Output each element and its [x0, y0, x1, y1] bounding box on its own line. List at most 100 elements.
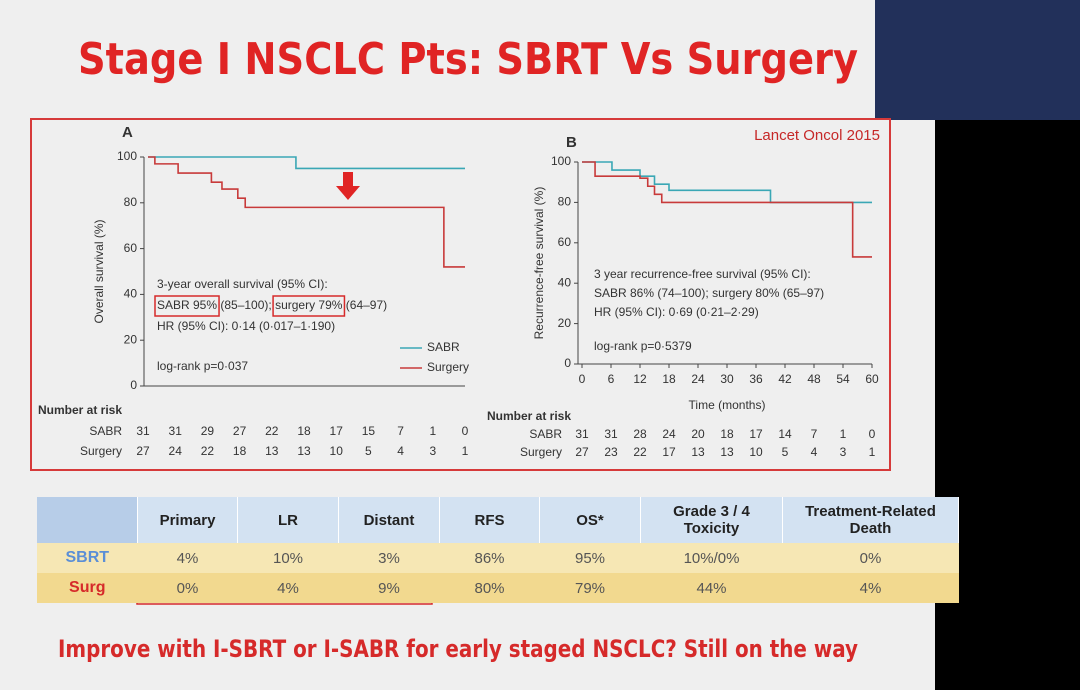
risk-count: 20: [691, 427, 705, 441]
column-header: Grade 3 / 4 Toxicity: [640, 497, 783, 543]
risk-count: 14: [778, 427, 792, 441]
table-cell: 10%: [237, 543, 339, 573]
risk-count: 31: [604, 427, 618, 441]
table-cell: 0%: [137, 573, 238, 603]
annotation: 3 year recurrence-free survival (95% CI)…: [594, 267, 811, 281]
risk-count: 27: [136, 444, 150, 458]
risk-count: 18: [233, 444, 247, 458]
table-cell: 10%/0%: [640, 543, 783, 573]
risk-count: 1: [462, 444, 469, 458]
table-cell: 4%: [237, 573, 339, 603]
risk-count: 10: [330, 444, 344, 458]
survival-curve: [148, 156, 465, 268]
annotation: log-rank p=0·5379: [594, 339, 692, 353]
table-cell: 95%: [539, 543, 641, 573]
x-tick-label: 0: [579, 372, 586, 386]
risk-count: 23: [604, 445, 618, 459]
risk-count: 1: [840, 427, 847, 441]
risk-count: 22: [201, 444, 215, 458]
annotation: SABR 86% (74–100); surgery 80% (65–97): [594, 286, 824, 300]
source: Lancet Oncol 2015: [754, 127, 880, 144]
risk-count: 5: [782, 445, 789, 459]
highlight-box: [154, 295, 220, 317]
annotation: HR (95% CI): 0·69 (0·21–2·29): [594, 305, 759, 319]
risk-count: 27: [233, 424, 247, 438]
chart-frame: [30, 118, 891, 471]
risk-count: 10: [749, 445, 763, 459]
y-tick-label: 20: [124, 332, 138, 346]
row-label: SBRT: [37, 543, 138, 573]
corner-cell: [37, 497, 138, 543]
arrow: [336, 172, 360, 200]
risk-count: 0: [869, 427, 876, 441]
x-tick-label: 18: [662, 372, 676, 386]
annotation: (85–100);: [217, 298, 275, 312]
risk-count: 3: [840, 445, 847, 459]
risk-count: 17: [749, 427, 763, 441]
risk-count: 4: [397, 444, 404, 458]
x-tick-label: 60: [865, 372, 879, 386]
annotation: HR (95% CI): 0·14 (0·017–1·190): [157, 319, 335, 333]
risk-count: 4: [811, 445, 818, 459]
table-cell: 80%: [439, 573, 540, 603]
x-tick-label: 36: [749, 372, 763, 386]
survival-curve: [148, 156, 465, 170]
panel-letter: B: [566, 134, 577, 151]
survival-curve: [582, 161, 872, 258]
survival-curve: [582, 161, 872, 204]
x-tick-label: 42: [778, 372, 792, 386]
y-tick-label: 40: [124, 287, 138, 301]
risk-count: 5: [365, 444, 372, 458]
risk-row-label: Surgery: [80, 444, 122, 458]
risk-count: 17: [662, 445, 676, 459]
x-tick-label: 48: [807, 372, 821, 386]
risk-count: 3: [429, 444, 436, 458]
risk-count: 1: [869, 445, 876, 459]
y-tick-label: 20: [558, 316, 572, 330]
risk-count: 13: [691, 445, 705, 459]
risk-count: 7: [811, 427, 818, 441]
table-cell: 44%: [640, 573, 783, 603]
y-tick-label: 60: [558, 235, 572, 249]
annotation: log-rank p=0·037: [157, 359, 248, 373]
risk-count: 13: [720, 445, 734, 459]
table-cell: 9%: [338, 573, 440, 603]
risk-count: 31: [575, 427, 589, 441]
risk-count: 27: [575, 445, 589, 459]
risk-count: 13: [297, 444, 311, 458]
y-tick-label: 100: [117, 149, 137, 163]
table-cell: 86%: [439, 543, 540, 573]
annotation: SABR 95%: [157, 298, 217, 312]
risk-count: 13: [265, 444, 279, 458]
column-header: Treatment-Related Death: [782, 497, 959, 543]
risk-count: 18: [720, 427, 734, 441]
risk-count: 29: [201, 424, 215, 438]
panel-letter: A: [122, 124, 133, 141]
risk-title: Number at risk: [38, 403, 122, 417]
table-cell: 0%: [782, 543, 959, 573]
table-cell: 4%: [782, 573, 959, 603]
risk-count: 18: [297, 424, 311, 438]
y-tick-label: 0: [130, 378, 137, 392]
risk-count: 31: [169, 424, 183, 438]
risk-count: 28: [633, 427, 647, 441]
legend-label: Surgery: [427, 360, 469, 374]
webcam-video: [875, 0, 1080, 120]
risk-row-label: Surgery: [520, 445, 562, 459]
risk-count: 24: [169, 444, 183, 458]
risk-count: 7: [397, 424, 404, 438]
y-tick-label: 60: [124, 241, 138, 255]
risk-count: 17: [330, 424, 344, 438]
annotation: (64–97): [342, 298, 387, 312]
risk-title: Number at risk: [487, 409, 571, 423]
footer-note: Improve with I-SBRT or I-SABR for early …: [58, 635, 858, 663]
x-tick-label: 54: [836, 372, 850, 386]
x-tick-label: 30: [720, 372, 734, 386]
row-label: Surg: [37, 573, 138, 603]
column-header: RFS: [439, 497, 540, 543]
risk-count: 24: [662, 427, 676, 441]
x-tick-label: 12: [633, 372, 647, 386]
y-tick-label: 80: [558, 195, 572, 209]
column-header: OS*: [539, 497, 641, 543]
